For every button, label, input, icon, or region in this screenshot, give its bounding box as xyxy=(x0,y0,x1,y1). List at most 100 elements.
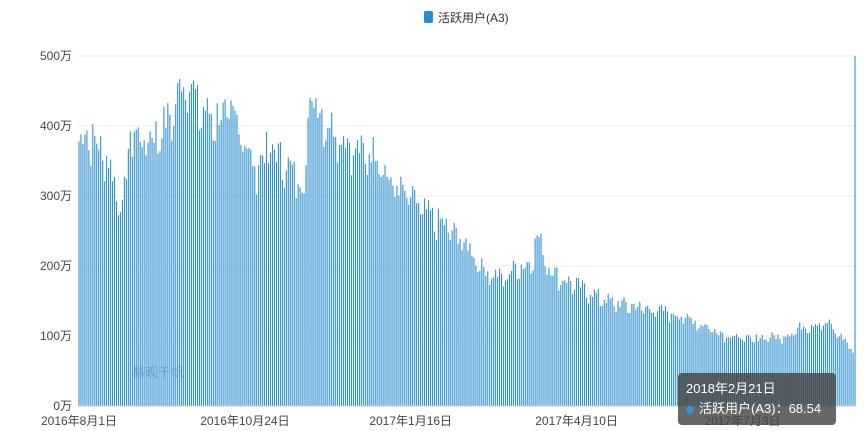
bar[interactable] xyxy=(222,102,224,406)
bar[interactable] xyxy=(688,316,690,406)
bar[interactable] xyxy=(325,140,327,406)
bar[interactable] xyxy=(108,167,110,406)
bar[interactable] xyxy=(175,104,177,406)
bar[interactable] xyxy=(558,290,560,406)
bar[interactable] xyxy=(104,181,106,406)
bar[interactable] xyxy=(791,333,793,406)
bar[interactable] xyxy=(712,332,714,406)
bar[interactable] xyxy=(323,146,325,406)
bar[interactable] xyxy=(698,328,700,406)
bar[interactable] xyxy=(789,336,791,406)
bar[interactable] xyxy=(333,136,335,406)
bar[interactable] xyxy=(809,332,811,406)
bar[interactable] xyxy=(463,242,465,406)
bar[interactable] xyxy=(92,124,94,406)
bar[interactable] xyxy=(127,148,129,407)
bar[interactable] xyxy=(147,142,149,407)
bar[interactable] xyxy=(252,166,254,406)
bar[interactable] xyxy=(119,212,121,406)
bar[interactable] xyxy=(327,128,329,407)
bar[interactable] xyxy=(143,139,145,406)
bar[interactable] xyxy=(106,155,108,406)
bar[interactable] xyxy=(637,306,639,406)
bar[interactable] xyxy=(811,325,813,406)
bar[interactable] xyxy=(666,311,668,406)
bar[interactable] xyxy=(236,114,238,407)
bar[interactable] xyxy=(607,293,609,406)
bar[interactable] xyxy=(192,80,195,406)
bar[interactable] xyxy=(702,326,704,406)
bar[interactable] xyxy=(459,238,461,406)
bar[interactable] xyxy=(445,218,447,406)
bar[interactable] xyxy=(664,306,666,406)
bar[interactable] xyxy=(548,267,550,406)
bar[interactable] xyxy=(540,233,542,406)
bar[interactable] xyxy=(801,329,803,406)
bar[interactable] xyxy=(627,312,629,406)
bar[interactable] xyxy=(655,316,657,406)
bar[interactable] xyxy=(210,114,212,406)
bar[interactable] xyxy=(206,98,208,407)
bar[interactable] xyxy=(414,189,416,406)
bar[interactable] xyxy=(465,238,467,406)
bar[interactable] xyxy=(204,110,206,407)
bar[interactable] xyxy=(139,141,141,406)
bar[interactable] xyxy=(301,192,303,406)
bar[interactable] xyxy=(451,230,453,406)
bar[interactable] xyxy=(179,78,181,407)
bar[interactable] xyxy=(489,284,491,406)
bar[interactable] xyxy=(469,243,471,406)
bar[interactable] xyxy=(281,179,283,406)
bar[interactable] xyxy=(546,274,548,406)
bar[interactable] xyxy=(603,299,605,406)
bar[interactable] xyxy=(86,130,88,406)
bar[interactable] xyxy=(273,149,276,406)
bar[interactable] xyxy=(680,316,682,406)
bar[interactable] xyxy=(771,332,773,406)
bar[interactable] xyxy=(676,316,678,406)
bar[interactable] xyxy=(125,178,127,406)
bar[interactable] xyxy=(163,107,165,406)
bar[interactable] xyxy=(226,117,228,407)
bar[interactable] xyxy=(807,333,809,406)
bar[interactable] xyxy=(404,190,406,406)
bar[interactable] xyxy=(258,165,260,406)
bar[interactable] xyxy=(694,320,696,406)
bar[interactable] xyxy=(453,222,455,406)
bar[interactable] xyxy=(672,313,674,406)
bar[interactable] xyxy=(155,121,157,406)
bar[interactable] xyxy=(307,117,309,406)
bar[interactable] xyxy=(846,342,848,406)
bar[interactable] xyxy=(388,180,390,406)
bar[interactable] xyxy=(457,243,459,406)
bar[interactable] xyxy=(135,129,137,406)
bar[interactable] xyxy=(840,333,842,406)
bar[interactable] xyxy=(240,144,242,407)
bar[interactable] xyxy=(435,240,437,406)
bar[interactable] xyxy=(256,194,258,406)
bar[interactable] xyxy=(832,329,834,406)
bar[interactable] xyxy=(254,166,256,406)
bar[interactable] xyxy=(473,257,475,406)
bar[interactable] xyxy=(706,324,708,406)
bar[interactable] xyxy=(502,286,505,406)
bar[interactable] xyxy=(799,322,801,406)
bar[interactable] xyxy=(96,143,98,407)
bar[interactable] xyxy=(589,294,591,406)
bar[interactable] xyxy=(759,338,761,406)
bar[interactable] xyxy=(850,348,852,406)
bar[interactable] xyxy=(564,280,566,406)
bar[interactable] xyxy=(317,117,319,407)
bar[interactable] xyxy=(741,339,744,406)
bar[interactable] xyxy=(392,185,394,406)
bar[interactable] xyxy=(499,268,501,406)
bar[interactable] xyxy=(495,269,497,406)
bar[interactable] xyxy=(739,338,742,406)
bar[interactable] xyxy=(331,112,333,407)
bar[interactable] xyxy=(244,145,246,406)
bar[interactable] xyxy=(797,327,799,406)
bar[interactable] xyxy=(528,261,530,406)
bar[interactable] xyxy=(820,330,822,406)
bar[interactable] xyxy=(477,272,479,406)
bar[interactable] xyxy=(816,326,819,406)
